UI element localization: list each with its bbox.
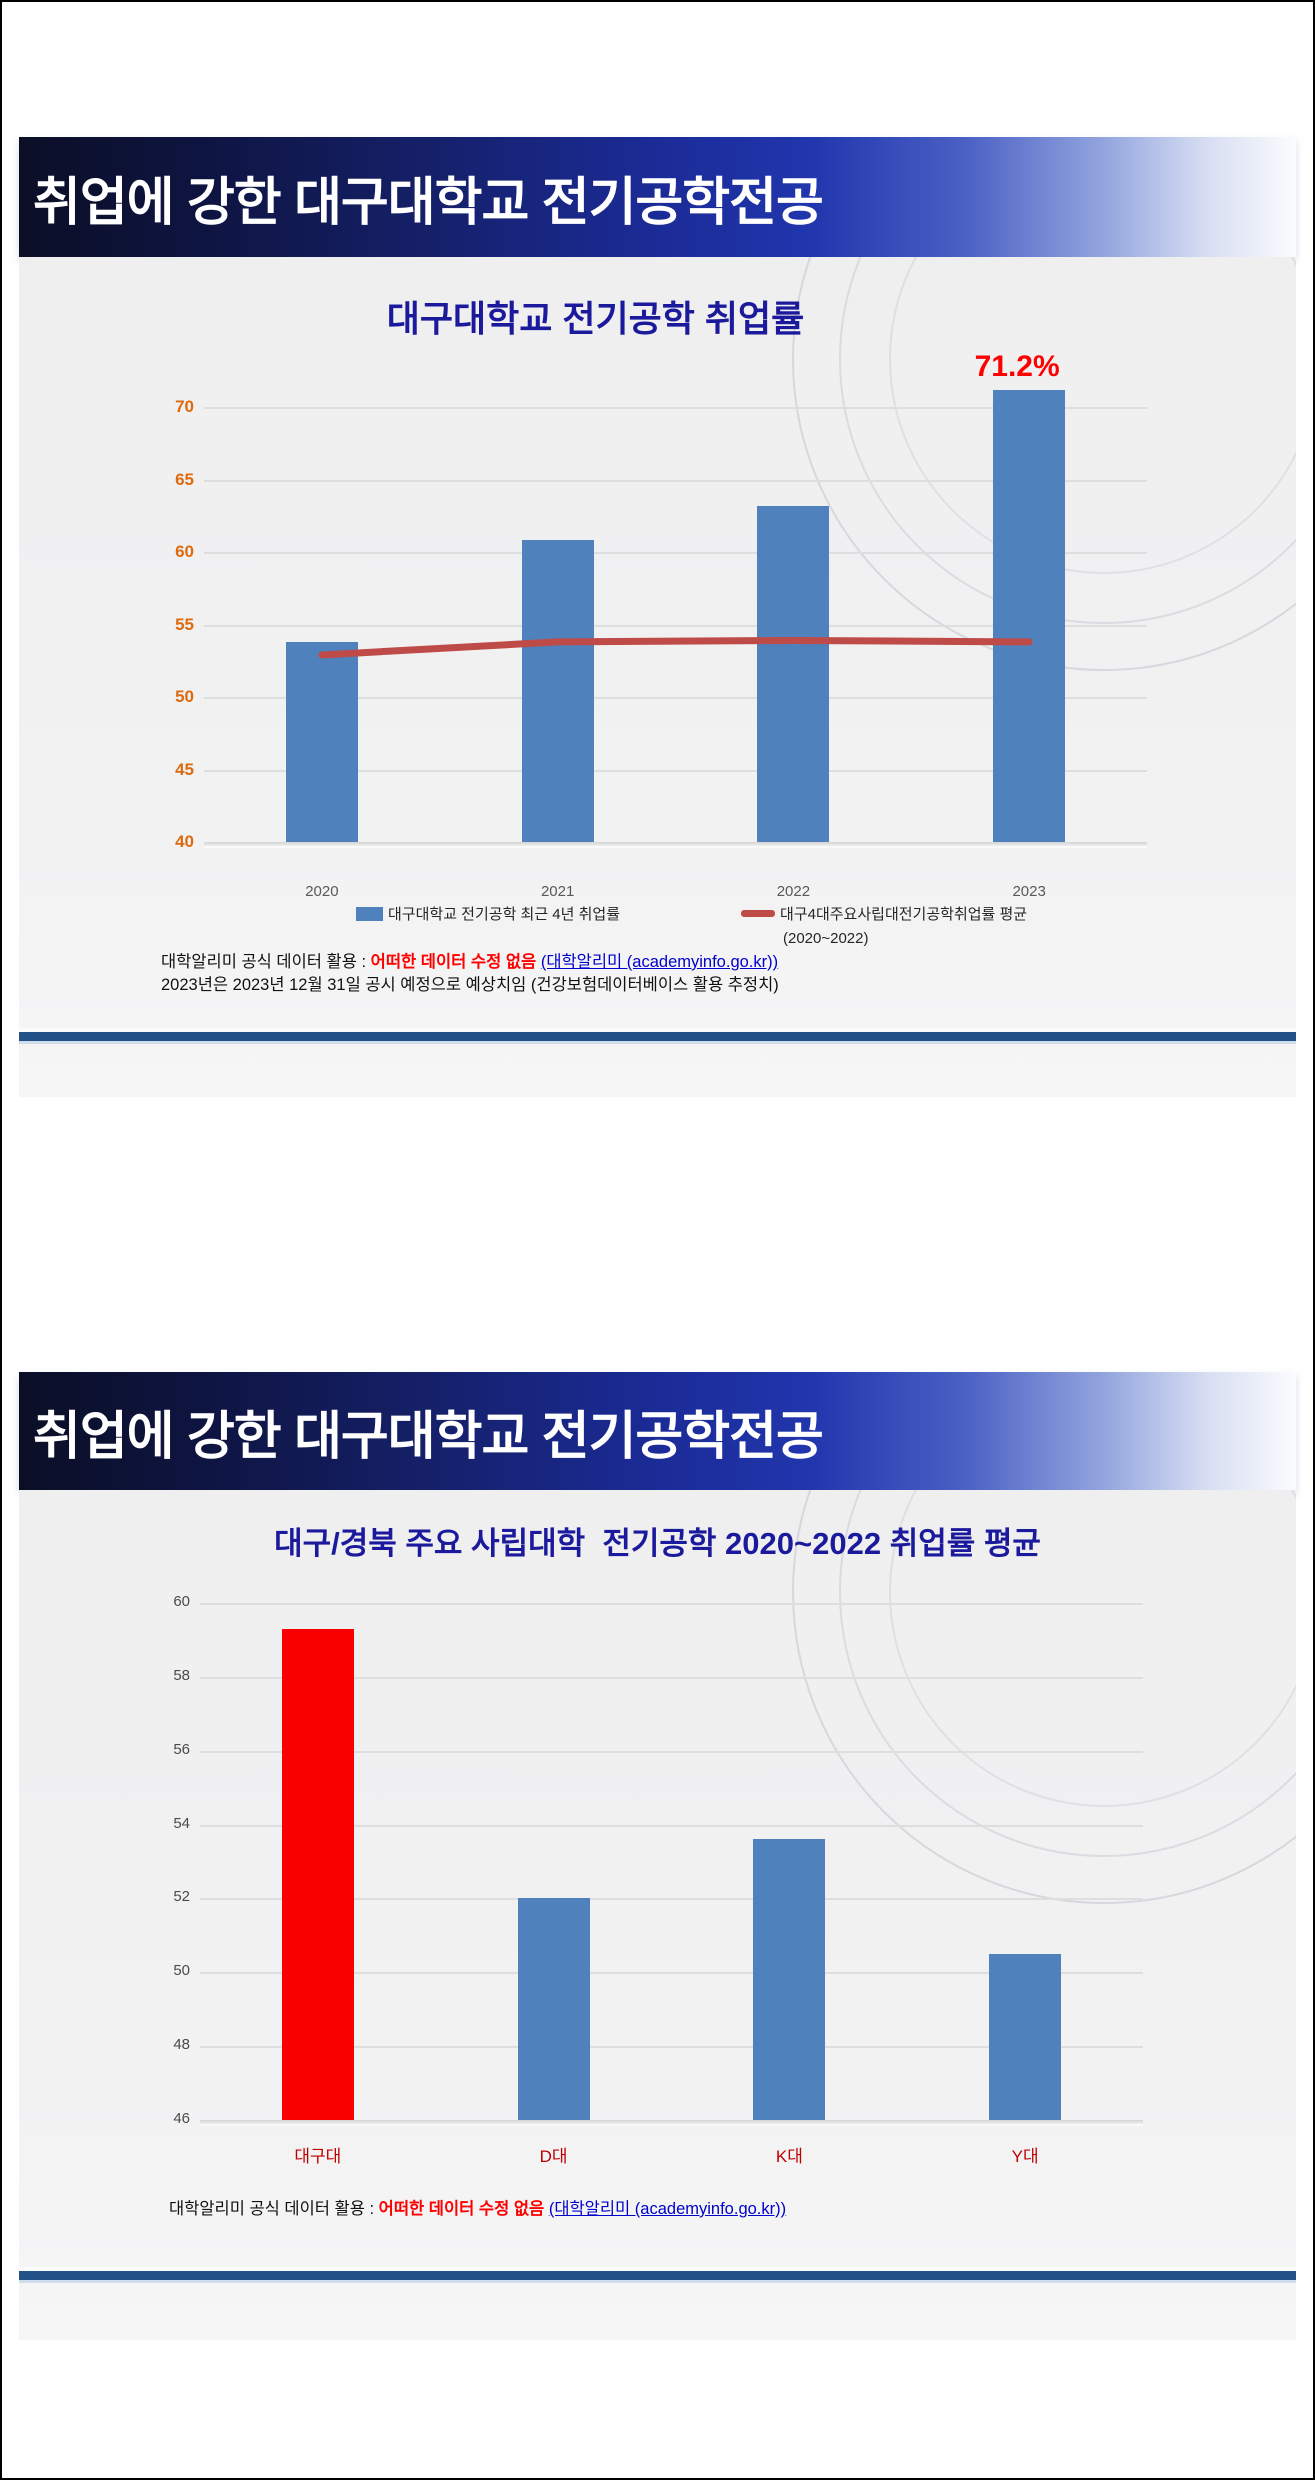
legend-bar-label: 대구대학교 전기공학 최근 4년 취업률 [388, 906, 621, 923]
slide1-banner-title: 취업에 강한 대구대학교 전기공학전공 [33, 173, 824, 232]
y-axis-tick-label: 70 [175, 397, 194, 416]
gridline [200, 2046, 1143, 2049]
footer-source-link[interactable]: (대학알리미 (academyinfo.go.kr)) [548, 2200, 787, 2218]
slide1-chart-title: 대구대학교 전기공학 취업률 [386, 298, 805, 339]
y-axis-tick-label: 46 [173, 2110, 190, 2127]
slide2-title-banner: 취업에 강한 대구대학교 전기공학전공 [19, 1372, 1296, 1490]
gridline [200, 2120, 1143, 2124]
gridline [200, 1676, 1143, 1679]
bar-Y대 [989, 1953, 1062, 2120]
y-axis-tick-label: 65 [175, 469, 194, 489]
slide1-footer: 대학알리미 공식 데이터 활용 : 어떠한 데이터 수정 없음 (대학알리미 (… [161, 951, 779, 997]
y-axis-tick-label: 58 [173, 1666, 190, 1684]
x-axis-label: 2023 [1012, 883, 1046, 900]
legend-item-line-series: 대구4대주요사립대전기공학취업률 평균 [741, 903, 1027, 924]
gridline [204, 769, 1147, 772]
y-axis-tick-label: 55 [175, 614, 194, 634]
average-line-series [318, 636, 1033, 659]
y-axis-tick-label: 50 [173, 1962, 190, 1980]
gridline [204, 842, 1147, 846]
footer-prefix: 대학알리미 공식 데이터 활용 : [161, 953, 371, 971]
slide1-bottom-divider [19, 1032, 1296, 1041]
university-comparison-bar-chart: 46 48 50 52 54 56 58 60 대구대 D대 K대 Y대 [19, 1490, 1296, 2340]
gridline [200, 1898, 1143, 1901]
gridline [200, 1972, 1143, 1975]
gridline [204, 479, 1147, 482]
y-axis-tick-label: 48 [173, 2036, 190, 2054]
footer-highlight: 어떠한 데이터 수정 없음 [370, 953, 537, 971]
bar-series-swatch-icon [356, 906, 383, 921]
x-axis-label: 대구대 [294, 2147, 342, 2166]
gridline [200, 1750, 1143, 1753]
footer-line-1: 대학알리미 공식 데이터 활용 : 어떠한 데이터 수정 없음 (대학알리미 (… [161, 951, 779, 974]
slide2-footer: 대학알리미 공식 데이터 활용 : 어떠한 데이터 수정 없음 (대학알리미 (… [169, 2198, 786, 2221]
footer-prefix: 대학알리미 공식 데이터 활용 : [169, 2200, 379, 2218]
y-axis-tick-label: 54 [173, 1814, 190, 1832]
gridline [204, 697, 1147, 699]
y-axis-tick-label: 45 [175, 759, 194, 779]
slide2-banner-title: 취업에 강한 대구대학교 전기공학전공 [33, 1407, 824, 1466]
y-axis-tick-label: 60 [175, 542, 194, 561]
bar-2023 [993, 389, 1066, 842]
y-axis-tick-label: 60 [173, 1592, 190, 1610]
x-axis-label: D대 [539, 2147, 568, 2166]
gridline [204, 624, 1147, 627]
x-axis-label: 2022 [776, 883, 811, 900]
bar-대구대 [281, 1628, 354, 2120]
bar-2022 [757, 505, 830, 842]
employment-rate-bar-chart: 40 45 50 55 60 65 70 2020 2021 2022 2023 71.2% [19, 257, 1296, 1097]
bar-2020 [285, 641, 358, 842]
slide2-content: 대구/경북 주요 사립대학 전기공학 2020~2022 취업률 평균 46 48… [19, 1490, 1296, 2340]
slide-1: 취업에 강한 대구대학교 전기공학전공 대구대학교 전기공학 취업률 40 45 5… [2, 137, 1313, 1097]
x-axis-label: K대 [775, 2147, 803, 2166]
legend-item-bar-series: 대구대학교 전기공학 최근 4년 취업률 [356, 903, 620, 924]
footer-source-link[interactable]: (대학알리미 (academyinfo.go.kr)) [540, 953, 779, 971]
x-axis-label: Y대 [1011, 2147, 1039, 2166]
y-axis-tick-label: 40 [175, 832, 194, 851]
footer-line-1: 대학알리미 공식 데이터 활용 : 어떠한 데이터 수정 없음 (대학알리미 (… [169, 2198, 786, 2221]
gridline [200, 1602, 1143, 1605]
line-series-swatch-icon [741, 910, 775, 917]
bar-2021 [521, 540, 594, 842]
slide2-chart-title: 대구/경북 주요 사립대학 전기공학 2020~2022 취업률 평균 [274, 1526, 1041, 1561]
y-axis-tick-label: 56 [173, 1740, 190, 1758]
slide1-content: 대구대학교 전기공학 취업률 40 45 50 55 60 65 70 2020 2021 202… [19, 257, 1296, 1097]
slide1-title-banner: 취업에 강한 대구대학교 전기공학전공 [19, 137, 1296, 257]
y-axis-tick-label: 50 [175, 687, 194, 706]
gridline [204, 407, 1147, 409]
slide2-bottom-divider [19, 2271, 1296, 2280]
gridline [204, 552, 1147, 554]
bar-K대 [753, 1839, 826, 2120]
x-axis-label: 2021 [540, 883, 575, 900]
y-axis-tick-label: 52 [173, 1888, 190, 1906]
x-axis-label: 2020 [305, 883, 339, 900]
footer-highlight: 어떠한 데이터 수정 없음 [378, 2200, 545, 2218]
gridline [200, 1824, 1143, 1827]
footer-line-2: 2023년은 2023년 12월 31일 공시 예정으로 예상치임 (건강보험데… [161, 976, 779, 994]
legend-line-sublabel: (2020~2022) [783, 930, 869, 947]
legend-line-label: 대구4대주요사립대전기공학취업률 평균 [780, 906, 1028, 923]
data-label: 71.2% [974, 349, 1060, 383]
bar-D대 [517, 1898, 590, 2120]
slide-2: 취업에 강한 대구대학교 전기공학전공 대구/경북 주요 사립대학 전기공학 2… [2, 1372, 1313, 2340]
